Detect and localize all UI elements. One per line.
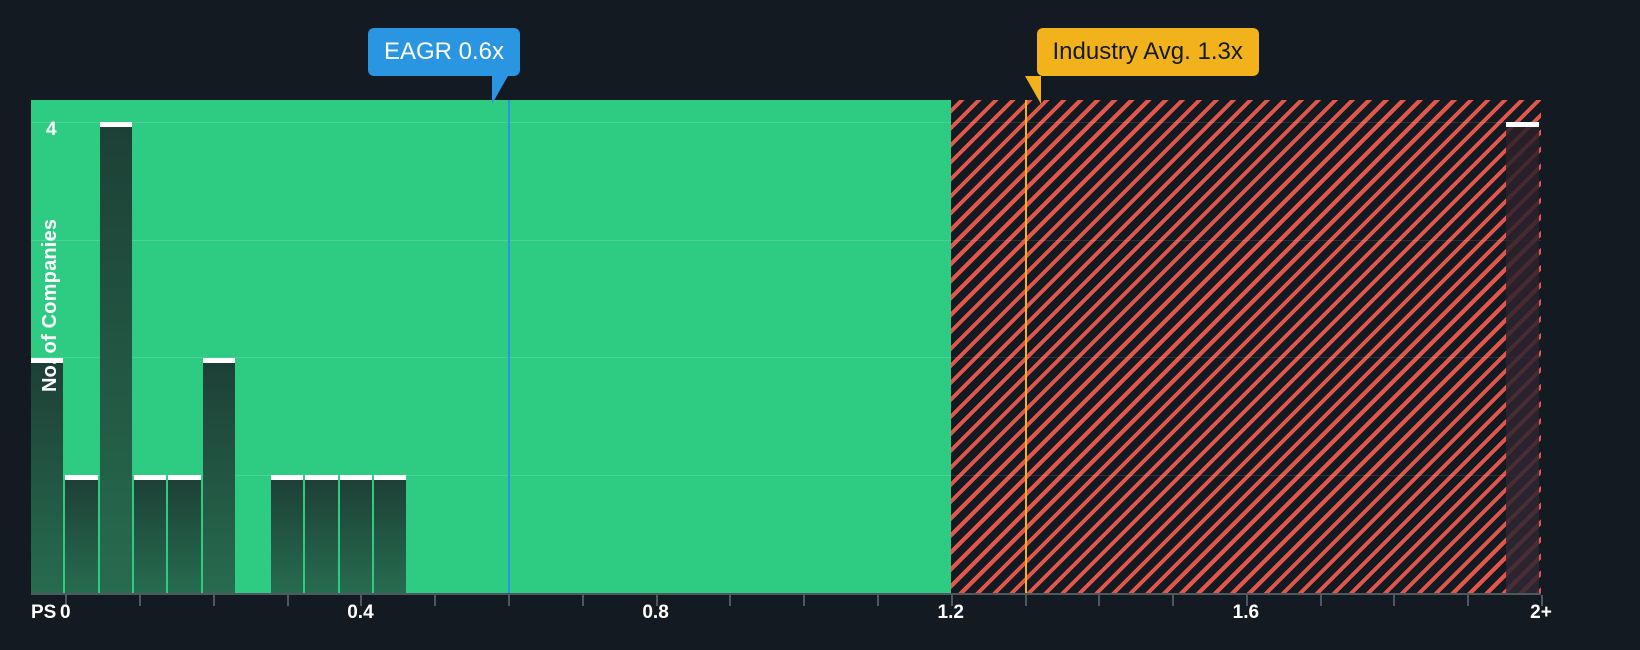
x-axis-tick [729, 595, 732, 606]
bar-cap [1506, 122, 1539, 127]
histogram-bar[interactable] [1506, 122, 1539, 593]
bar-cap [271, 475, 304, 481]
x-axis-tick [1172, 595, 1175, 606]
x-axis-tick [139, 595, 142, 606]
gridline-4 [31, 122, 1541, 123]
x-axis-tick [434, 595, 437, 606]
histogram-bar[interactable] [305, 475, 338, 593]
industry-average-callout-label: Industry Avg. 1.3x [1052, 38, 1243, 65]
histogram-bar[interactable] [99, 122, 132, 593]
x-axis-tick-label: 1.6 [1232, 602, 1260, 623]
x-axis-tick [286, 595, 289, 606]
bar-cap [339, 475, 373, 481]
eagr-callout-tail [492, 76, 509, 104]
eagr-callout-label: EAGR 0.6x [383, 38, 505, 65]
bar-cap [99, 122, 132, 127]
x-axis-tick [212, 595, 215, 606]
gridline-3 [31, 240, 1541, 241]
bar-cap [133, 475, 167, 481]
bar-cap [374, 475, 407, 481]
x-axis-tick [655, 595, 658, 606]
x-axis-tick [1393, 595, 1396, 606]
y-axis-title: No. of Companies [39, 218, 61, 392]
x-axis-tick [1541, 595, 1543, 606]
x-axis-tick [1098, 595, 1101, 606]
x-axis-tick [360, 595, 363, 606]
overvalued-region [950, 100, 1541, 593]
x-axis-tick [1245, 595, 1248, 606]
bar-body [305, 480, 338, 593]
histogram-bar[interactable] [374, 475, 407, 593]
industry-average-callout[interactable]: Industry Avg. 1.3x [1036, 28, 1259, 76]
histogram-bar[interactable] [168, 475, 201, 593]
bar-body [339, 480, 373, 593]
bar-cap [202, 357, 235, 363]
plot-area [31, 100, 1541, 593]
gridline-1 [31, 475, 1541, 476]
gridline-2 [31, 357, 1541, 358]
x-axis-line [31, 593, 1541, 595]
industry-average-callout-tail [1024, 76, 1041, 104]
bar-cap [305, 475, 338, 481]
bar-body [99, 127, 132, 593]
histogram-bar[interactable] [339, 475, 373, 593]
bar-body [1506, 127, 1539, 593]
x-axis-tick-label: 0.4 [347, 602, 374, 623]
histogram-bar[interactable] [31, 357, 64, 593]
bar-body [202, 362, 235, 593]
x-axis-tick [508, 595, 511, 606]
x-axis-tick-label: 0 [60, 602, 71, 623]
x-axis-title: PS [31, 602, 57, 623]
x-axis-tick-label: 2+ [1530, 602, 1552, 623]
bar-body [374, 480, 407, 593]
x-axis-tick-label: 0.8 [642, 602, 669, 623]
histogram-bar[interactable] [271, 475, 304, 593]
histogram-bar[interactable] [202, 357, 235, 593]
x-axis-tick [876, 595, 879, 606]
x-axis-tick [1024, 595, 1027, 606]
eagr-marker-line [508, 100, 511, 593]
x-axis-tick [950, 595, 953, 606]
x-axis-tick [1319, 595, 1322, 606]
x-axis-tick [803, 595, 806, 606]
bar-body [271, 480, 304, 593]
x-axis-tick [1467, 595, 1470, 606]
bar-cap [65, 475, 98, 481]
bar-body [65, 480, 98, 593]
x-axis-tick [65, 595, 68, 606]
bar-body [133, 480, 167, 593]
industry-average-marker-line [1024, 100, 1027, 593]
bar-body [31, 362, 64, 593]
x-axis-tick [581, 595, 584, 606]
bar-body [168, 480, 201, 593]
bar-cap [168, 475, 201, 481]
y-axis-max-label: 4 [46, 119, 57, 140]
histogram-bar[interactable] [65, 475, 98, 593]
x-axis-tick-label: 1.2 [937, 602, 964, 623]
bar-cap [31, 357, 64, 363]
histogram-bar[interactable] [133, 475, 167, 593]
eagr-callout[interactable]: EAGR 0.6x [367, 28, 521, 76]
